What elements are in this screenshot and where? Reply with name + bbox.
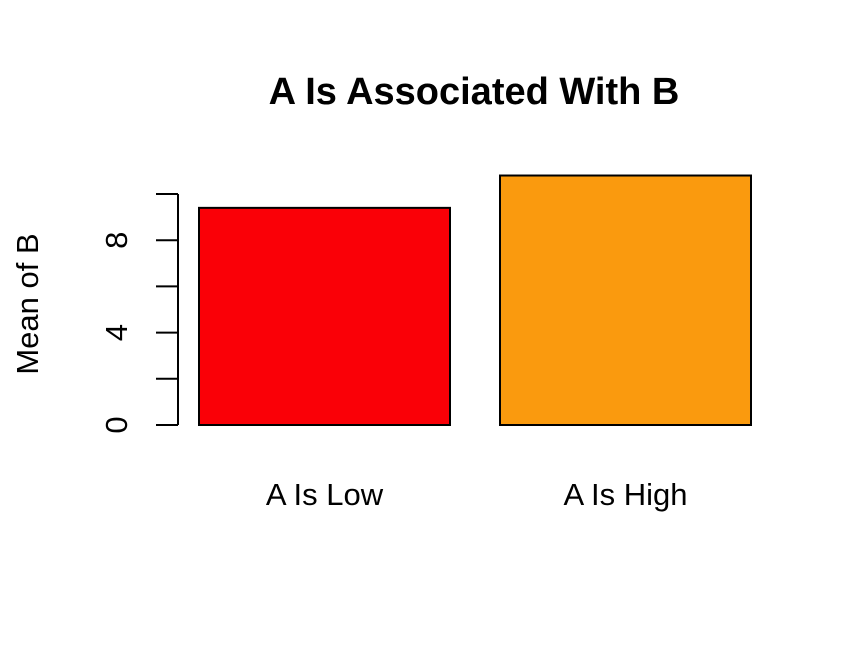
bars-group xyxy=(198,174,752,426)
y-axis-label: Mean of B xyxy=(10,233,45,374)
bar-1 xyxy=(499,174,752,426)
y-tick-label-4: 8 xyxy=(99,232,134,249)
y-tick-label-2: 4 xyxy=(99,324,134,341)
category-label-1: A Is High xyxy=(563,477,687,512)
bar-0 xyxy=(198,206,451,426)
y-tick-label-0: 0 xyxy=(99,416,134,433)
y-axis: 0 4 8 xyxy=(99,193,179,434)
chart-title: A Is Associated With B xyxy=(269,71,680,113)
category-label-0: A Is Low xyxy=(266,477,384,512)
x-axis-labels: A Is Low A Is High xyxy=(266,477,688,512)
